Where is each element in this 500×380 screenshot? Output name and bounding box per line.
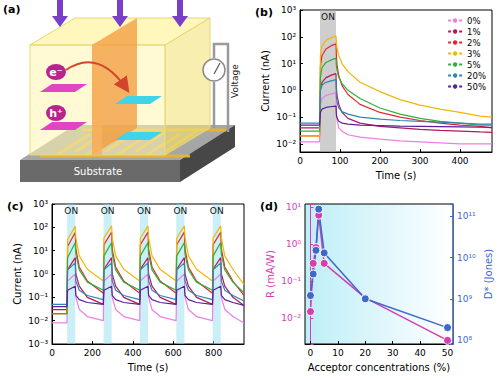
svg-text:1%: 1% bbox=[467, 27, 481, 37]
svg-text:0: 0 bbox=[297, 156, 303, 166]
svg-text:10¹: 10¹ bbox=[281, 59, 296, 69]
svg-text:ON: ON bbox=[321, 12, 335, 22]
svg-text:Current (nA): Current (nA) bbox=[12, 243, 23, 305]
svg-text:30: 30 bbox=[387, 348, 399, 358]
svg-text:400: 400 bbox=[124, 348, 141, 358]
svg-text:10⁻¹: 10⁻¹ bbox=[28, 292, 48, 302]
svg-text:10¹⁰: 10¹⁰ bbox=[457, 253, 476, 263]
svg-text:0%: 0% bbox=[467, 16, 481, 26]
svg-text:400: 400 bbox=[451, 156, 468, 166]
svg-text:Time (s): Time (s) bbox=[127, 362, 169, 373]
svg-text:ON: ON bbox=[101, 206, 115, 216]
svg-text:0: 0 bbox=[49, 348, 55, 358]
svg-text:(c): (c) bbox=[7, 200, 24, 213]
svg-text:10¹: 10¹ bbox=[33, 246, 48, 256]
svg-text:(b): (b) bbox=[255, 6, 273, 19]
svg-text:ON: ON bbox=[64, 206, 78, 216]
svg-text:50: 50 bbox=[442, 348, 454, 358]
svg-text:20%: 20% bbox=[467, 71, 486, 81]
svg-text:300: 300 bbox=[411, 156, 428, 166]
svg-text:(a): (a) bbox=[3, 3, 20, 16]
svg-text:10¹¹: 10¹¹ bbox=[457, 211, 476, 221]
svg-text:10: 10 bbox=[332, 348, 344, 358]
svg-text:10⁻³: 10⁻³ bbox=[28, 339, 48, 349]
svg-text:e⁻: e⁻ bbox=[49, 66, 62, 79]
svg-text:10⁹: 10⁹ bbox=[457, 294, 472, 304]
svg-text:10⁸: 10⁸ bbox=[457, 335, 472, 345]
svg-text:10²: 10² bbox=[33, 222, 48, 232]
svg-text:3%: 3% bbox=[467, 49, 481, 59]
svg-text:20: 20 bbox=[360, 348, 372, 358]
svg-text:10²: 10² bbox=[281, 32, 296, 42]
svg-text:50%: 50% bbox=[467, 82, 486, 92]
svg-text:10³: 10³ bbox=[281, 5, 296, 15]
svg-text:R (mA/W): R (mA/W) bbox=[265, 250, 276, 298]
svg-text:5%: 5% bbox=[467, 60, 481, 70]
svg-text:40: 40 bbox=[414, 348, 426, 358]
svg-text:Substrate: Substrate bbox=[74, 166, 122, 177]
svg-text:ON: ON bbox=[173, 206, 187, 216]
svg-text:10⁻²: 10⁻² bbox=[281, 313, 301, 323]
svg-text:Time (s): Time (s) bbox=[375, 170, 417, 181]
svg-text:ON: ON bbox=[137, 206, 151, 216]
svg-text:10⁰: 10⁰ bbox=[33, 269, 48, 279]
svg-text:200: 200 bbox=[84, 348, 101, 358]
svg-text:ON: ON bbox=[210, 206, 224, 216]
svg-text:D* (Jones): D* (Jones) bbox=[483, 249, 494, 300]
svg-text:0: 0 bbox=[308, 348, 314, 358]
svg-text:10⁻²: 10⁻² bbox=[276, 139, 296, 149]
svg-text:10¹: 10¹ bbox=[286, 202, 301, 212]
svg-text:10³: 10³ bbox=[33, 199, 48, 209]
svg-text:200: 200 bbox=[371, 156, 388, 166]
svg-text:800: 800 bbox=[205, 348, 222, 358]
svg-text:600: 600 bbox=[165, 348, 182, 358]
svg-text:Current (nA): Current (nA) bbox=[260, 50, 271, 112]
svg-text:10⁻¹: 10⁻¹ bbox=[281, 276, 301, 286]
svg-text:Acceptor concentrations (%): Acceptor concentrations (%) bbox=[308, 362, 451, 373]
svg-text:100: 100 bbox=[331, 156, 348, 166]
svg-text:(d): (d) bbox=[260, 200, 278, 213]
svg-text:h⁺: h⁺ bbox=[49, 107, 63, 120]
svg-text:2%: 2% bbox=[467, 38, 481, 48]
svg-text:Voltage: Voltage bbox=[230, 64, 240, 98]
svg-text:10⁻²: 10⁻² bbox=[28, 316, 48, 326]
svg-text:10⁻¹: 10⁻¹ bbox=[276, 112, 296, 122]
svg-text:10⁰: 10⁰ bbox=[286, 239, 301, 249]
svg-text:10⁰: 10⁰ bbox=[281, 85, 296, 95]
